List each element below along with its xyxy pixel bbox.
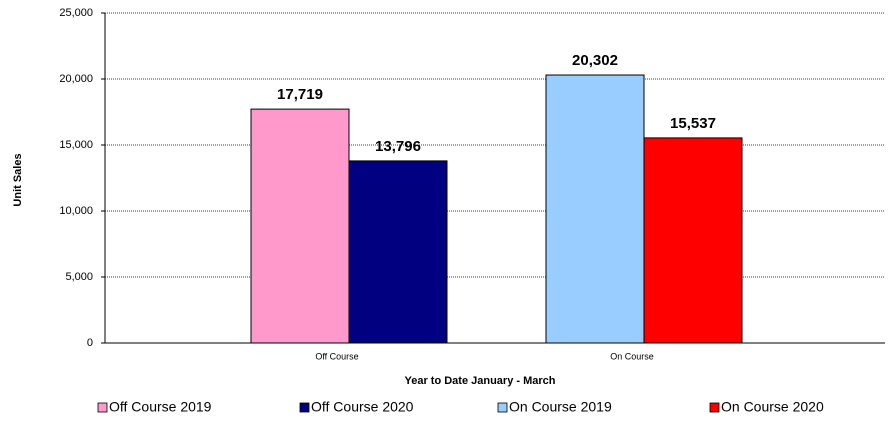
value-label: 20,302 [572,52,618,69]
y-tick-label: 10,000 [59,205,93,217]
legend-label: Off Course 2019 [109,399,212,415]
legend-label: Off Course 2020 [311,399,414,415]
value-label: 13,796 [375,138,421,155]
legend-swatch [709,402,720,413]
bar [545,74,645,344]
legend-swatch [497,402,508,413]
bar [250,108,350,344]
y-tick-label: 15,000 [59,139,93,151]
value-label: 15,537 [670,115,716,132]
x-axis-title: Year to Date January - March [404,375,555,387]
legend-label: On Course 2020 [721,399,824,415]
bar [643,137,743,344]
y-tick-label: 25,000 [59,7,93,19]
y-axis-title: Unit Sales [12,153,24,206]
y-tick-label: 5,000 [65,271,93,283]
value-label: 17,719 [277,86,323,103]
legend-label: On Course 2019 [509,399,612,415]
y-tick-label: 0 [87,337,93,349]
y-tick-label: 20,000 [59,73,93,85]
x-tick-label: Off Course [315,351,358,361]
legend-swatch [299,402,310,413]
x-tick-label: On Course [610,351,654,361]
bar [348,160,448,344]
legend-swatch [97,402,108,413]
